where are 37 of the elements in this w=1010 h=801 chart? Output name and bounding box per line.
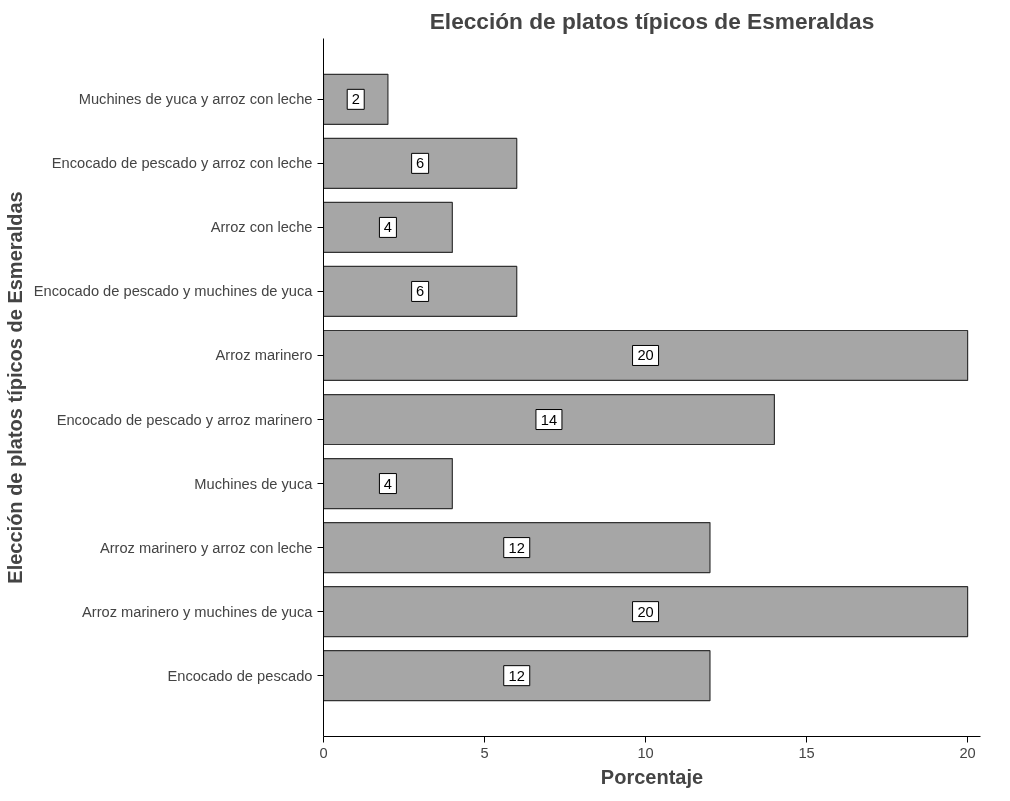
data-label: 14 <box>540 411 558 428</box>
data-label: 12 <box>508 539 525 556</box>
y-axis-title: Elección de platos típicos de Esmeraldas <box>3 191 26 584</box>
bar <box>323 329 969 382</box>
bar <box>323 393 775 446</box>
data-label: 20 <box>637 347 654 364</box>
x-tick-label: 10 <box>637 744 654 761</box>
bar <box>323 522 711 574</box>
y-tick-label: Encocado de pescado y arroz con leche <box>51 155 313 172</box>
bar <box>323 201 453 253</box>
y-tick-label: Arroz con leche <box>210 219 313 236</box>
bar <box>323 457 453 510</box>
chart-title: Elección de platos típicos de Esmeraldas <box>429 7 875 34</box>
y-tick-label: Encocado de pescado <box>167 667 313 684</box>
x-axis-title: Porcentaje <box>600 765 704 788</box>
y-tick-label: Encocado de pescado y arroz marinero <box>56 411 313 428</box>
data-label: 4 <box>383 219 392 236</box>
bar <box>323 586 969 638</box>
x-tick-label: 15 <box>798 744 815 761</box>
y-tick-label: Muchines de yuca <box>194 475 314 492</box>
y-tick-label: Encocado de pescado y muchines de yuca <box>33 283 314 300</box>
x-tick-label: 0 <box>319 744 328 761</box>
bar <box>323 650 711 702</box>
bar <box>323 137 518 189</box>
data-label: 2 <box>351 91 360 108</box>
bar <box>323 265 518 318</box>
x-tick-label: 5 <box>480 744 489 761</box>
data-label: 12 <box>508 667 525 684</box>
data-label: 20 <box>637 603 654 620</box>
data-label: 6 <box>416 283 425 300</box>
y-tick-label: Muchines de yuca y arroz con leche <box>78 91 313 108</box>
x-tick-label: 20 <box>959 744 976 761</box>
data-label: 4 <box>383 475 392 492</box>
data-label: 6 <box>416 155 425 172</box>
y-tick-label: Arroz marinero <box>215 347 313 364</box>
y-tick-label: Arroz marinero y muchines de yuca <box>81 603 314 620</box>
y-tick-label: Arroz marinero y arroz con leche <box>99 539 313 556</box>
